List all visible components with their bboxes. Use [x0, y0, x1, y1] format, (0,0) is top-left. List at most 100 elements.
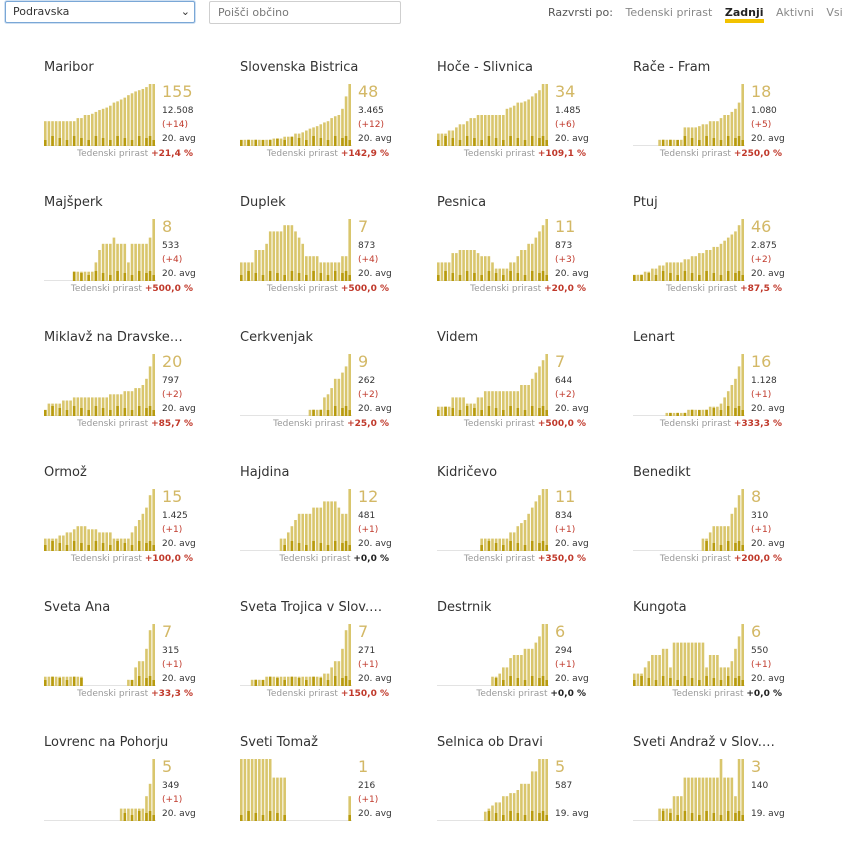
active-cases: 15	[162, 487, 183, 506]
bar	[54, 403, 58, 416]
municipality-card[interactable]: Ormož 15 1.425 (+1) 20. avg Tedenski prirast …	[44, 465, 234, 595]
bar	[319, 262, 323, 281]
bar-new-segment	[148, 136, 152, 146]
bar	[54, 121, 58, 146]
municipality-card[interactable]: Hoče - Slivnica 34 1.485 (+6) 20. avg Tedensk…	[437, 60, 627, 190]
bar-new-segment	[283, 680, 286, 686]
bar	[672, 642, 676, 686]
sort-option-weekly-growth[interactable]: Tedenski prirast	[625, 6, 713, 19]
bar	[491, 262, 494, 281]
bar	[737, 495, 741, 551]
municipality-card[interactable]: Pesnica 11 873 (+3) 20. avg Tedenski prirast …	[437, 195, 627, 325]
bar	[726, 526, 730, 551]
municipality-card[interactable]: Sveta Trojica v Slov.… 7 271 (+1) 20. avg Ted…	[240, 600, 430, 730]
bar-new-segment	[480, 545, 483, 551]
weekly-growth-label: Tedenski prirast	[672, 689, 744, 699]
weekly-growth-value: +142,9 %	[340, 149, 389, 159]
total-cases: 481	[358, 511, 376, 521]
bar	[315, 507, 319, 551]
bar-new-segment	[538, 273, 541, 281]
municipality-card[interactable]: Destrnik 6 294 (+1) 20. avg Tedenski prirast …	[437, 600, 627, 730]
bar	[254, 250, 258, 281]
bar-chart	[240, 219, 352, 281]
weekly-growth-value: +0,0 %	[353, 554, 389, 564]
municipality-card[interactable]: Sveti Tomaž 1 216 (+1) 20. avg	[240, 735, 430, 865]
municipality-card[interactable]: Benedikt 8 310 (+1) 20. avg Tedenski prirast …	[633, 465, 823, 595]
municipality-card[interactable]: Ptuj 46 2.875 (+2) 20. avg Tedenski prirast +…	[633, 195, 823, 325]
municipality-card[interactable]: Lovrenc na Pohorju 5 349 (+1) 20. avg	[44, 735, 234, 865]
region-select[interactable]: Podravska ⌄	[5, 1, 195, 23]
municipality-card[interactable]: Slovenska Bistrica 48 3.465 (+12) 20. avg Ted…	[240, 60, 430, 190]
total-cases: 262	[358, 376, 376, 386]
weekly-growth-value: +109,1 %	[537, 149, 586, 159]
bar-new-segment	[698, 140, 701, 146]
municipality-card[interactable]: Miklavž na Dravske… 20 797 (+2) 20. avg Teden…	[44, 330, 234, 460]
sort-option-active[interactable]: Aktivni	[776, 6, 814, 19]
weekly-growth-label: Tedenski prirast	[659, 554, 731, 564]
municipality-name: Benedikt	[633, 465, 691, 480]
bar	[741, 354, 744, 416]
bar-new-segment	[123, 408, 127, 416]
bar-new-segment	[530, 271, 534, 281]
municipality-card[interactable]: Kungota 6 550 (+1) 20. avg Tedenski prirast +…	[633, 600, 823, 730]
municipality-card[interactable]: Selnica ob Dravi 5 587 19. avg	[437, 735, 627, 865]
search-input[interactable]: Poišči občino	[209, 1, 401, 24]
bar	[723, 115, 726, 146]
bar	[451, 253, 455, 281]
bar	[726, 115, 730, 146]
bar-new-segment	[494, 408, 498, 416]
municipality-card[interactable]: Maribor 155 12.508 (+14) 20. avg Tedenski pri…	[44, 60, 234, 190]
bar	[483, 256, 487, 281]
bar-new-segment	[341, 273, 344, 281]
bar	[152, 84, 155, 146]
bar-new-segment	[109, 275, 112, 281]
bar-new-segment	[509, 676, 512, 686]
bar	[127, 808, 130, 821]
bar-new-segment	[516, 138, 520, 146]
bar	[44, 538, 47, 551]
bar	[326, 673, 330, 686]
bar	[65, 532, 69, 551]
municipality-card[interactable]: Majšperk 8 533 (+4) 20. avg Tedenski prirast …	[44, 195, 234, 325]
municipality-name: Cerkvenjak	[240, 330, 313, 345]
bar-new-segment	[530, 676, 534, 686]
active-cases: 34	[555, 82, 576, 101]
municipality-card[interactable]: Sveti Andraž v Slov.… 3 140 19. avg	[633, 735, 823, 865]
bar-new-segment	[741, 680, 744, 686]
bar	[734, 231, 737, 281]
active-cases: 5	[555, 757, 566, 776]
bar	[152, 759, 155, 821]
municipality-card[interactable]: Videm 7 644 (+2) 20. avg Tedenski prirast +50…	[437, 330, 627, 460]
municipality-card[interactable]: Hajdina 12 481 (+1) 20. avg Tedenski prirast …	[240, 465, 430, 595]
bar-new-segment	[444, 136, 447, 146]
bar	[72, 529, 76, 551]
municipality-card[interactable]: Cerkvenjak 9 262 (+2) 20. avg Tedenski priras…	[240, 330, 430, 460]
municipality-card[interactable]: Duplek 7 873 (+4) 20. avg Tedenski prirast +5…	[240, 195, 430, 325]
bar	[719, 243, 723, 281]
sort-option-all[interactable]: Vsi	[826, 6, 843, 19]
bar-new-segment	[545, 140, 548, 146]
municipality-card[interactable]: Lenart 16 1.128 (+1) 20. avg Tedenski prirast…	[633, 330, 823, 460]
bar	[723, 397, 726, 416]
bar	[98, 532, 101, 551]
bar-new-segment	[734, 273, 737, 281]
sort-option-latest[interactable]: Zadnji	[724, 6, 764, 23]
bar	[530, 243, 534, 281]
municipality-card[interactable]: Rače - Fram 18 1.080 (+5) 20. avg Tedenski pr…	[633, 60, 823, 190]
bar	[323, 397, 326, 416]
municipality-card[interactable]: Kidričevo 11 834 (+1) 20. avg Tedenski priras…	[437, 465, 627, 595]
municipality-card[interactable]: Sveta Ana 7 315 (+1) 20. avg Tedenski prirast…	[44, 600, 234, 730]
bar	[119, 243, 123, 281]
daily-change: (+1)	[358, 525, 379, 535]
bar	[250, 139, 254, 146]
bar	[512, 793, 516, 821]
bar	[502, 268, 505, 281]
bar	[520, 523, 523, 551]
bar-new-segment	[538, 543, 541, 551]
bar	[455, 397, 458, 416]
bar-new-segment	[480, 140, 483, 146]
total-cases: 3.465	[358, 106, 384, 116]
bar	[141, 385, 145, 416]
bar	[83, 397, 87, 416]
weekly-growth-value: +500,0 %	[537, 419, 586, 429]
